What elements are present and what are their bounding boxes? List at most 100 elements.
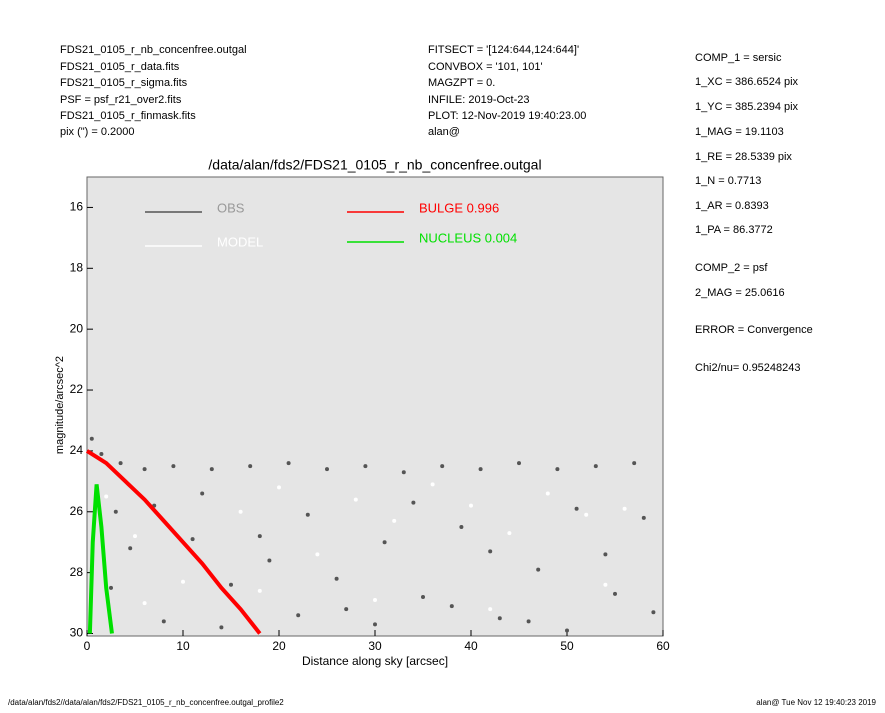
data-point: [161, 619, 166, 624]
data-point: [109, 585, 113, 590]
data-point: [526, 619, 531, 624]
fit-parameter: 2_MAG = 25.0616: [695, 287, 785, 299]
data-point: [603, 582, 608, 587]
data-point: [536, 567, 541, 572]
data-point: [315, 552, 320, 557]
data-point: [430, 482, 435, 487]
fit-parameter: 1_MAG = 19.1103: [695, 126, 784, 138]
data-point: [305, 512, 310, 517]
data-point: [200, 491, 205, 496]
data-point: [113, 509, 118, 514]
x-tick-label: 60: [656, 639, 670, 653]
data-point: [344, 607, 349, 612]
data-point: [257, 534, 262, 539]
x-tick-label: 50: [560, 639, 574, 653]
data-point: [555, 467, 560, 472]
data-point: [401, 470, 406, 475]
data-point: [209, 467, 214, 472]
data-point: [181, 579, 185, 584]
y-tick-label: 26: [70, 504, 84, 518]
x-tick-label: 20: [272, 639, 286, 653]
x-tick-label: 0: [84, 639, 91, 653]
data-point: [603, 552, 608, 557]
header-middle-line: alan@: [428, 126, 460, 138]
data-point: [478, 467, 483, 472]
data-point: [277, 485, 281, 490]
x-tick-label: 10: [176, 639, 190, 653]
header-left-line: PSF = psf_r21_over2.fits: [60, 94, 182, 106]
header-middle-line: FITSECT = '[124:644,124:644]': [428, 44, 579, 56]
data-point: [373, 598, 377, 603]
data-point: [517, 461, 521, 466]
fit-parameter: 1_YC = 385.2394 pix: [695, 101, 799, 113]
fit-parameter: 1_PA = 86.3772: [695, 224, 773, 236]
data-point: [296, 613, 301, 618]
data-point: [488, 607, 493, 612]
fit-parameter: 1_RE = 28.5339 pix: [695, 151, 792, 163]
data-point: [267, 558, 272, 563]
data-point: [89, 436, 94, 441]
legend-label: BULGE 0.996: [419, 200, 499, 215]
data-point: [133, 534, 137, 539]
data-point: [334, 576, 339, 581]
data-point: [373, 622, 377, 627]
data-point: [545, 491, 550, 496]
data-point: [104, 494, 109, 499]
data-point: [142, 601, 147, 606]
header-middle-line: PLOT: 12-Nov-2019 19:40:23.00: [428, 110, 586, 122]
chart-title: /data/alan/fds2/FDS21_0105_r_nb_concenfr…: [208, 157, 541, 173]
fit-parameter: COMP_2 = psf: [695, 262, 768, 274]
header-middle-line: INFILE: 2019-Oct-23: [428, 94, 530, 106]
data-point: [118, 461, 123, 466]
footer-right: alan@ Tue Nov 12 19:40:23 2019: [756, 698, 876, 707]
y-tick-label: 18: [70, 260, 84, 274]
data-point: [449, 604, 454, 609]
y-tick-label: 22: [70, 382, 84, 396]
data-point: [507, 531, 512, 536]
profile-curve: [85, 449, 262, 635]
data-point: [497, 616, 502, 621]
data-point: [593, 464, 598, 469]
y-tick-label: 20: [70, 321, 84, 335]
data-point: [651, 610, 656, 615]
data-point: [353, 497, 358, 502]
fit-parameter: 1_XC = 386.6524 pix: [695, 76, 799, 88]
data-point: [641, 515, 646, 520]
legend-label: NUCLEUS 0.004: [419, 230, 517, 245]
data-point: [574, 506, 579, 511]
data-point: [363, 464, 368, 469]
data-point: [421, 594, 425, 599]
header-left-line: pix (") = 0.2000: [60, 126, 135, 138]
data-point: [469, 503, 473, 508]
profile-curve: [87, 484, 114, 634]
y-tick-label: 16: [70, 200, 84, 214]
fit-parameter: Chi2/nu= 0.95248243: [695, 362, 801, 374]
data-point: [565, 628, 569, 633]
y-tick-label: 30: [70, 626, 84, 640]
header-middle-line: CONVBOX = '101, 101': [428, 61, 543, 73]
data-point: [382, 540, 387, 545]
fit-parameter: ERROR = Convergence: [695, 324, 813, 336]
data-point: [248, 464, 253, 469]
x-axis-label: Distance along sky [arcsec]: [302, 654, 448, 668]
fit-parameter: COMP_1 = sersic: [695, 52, 782, 64]
header-left-line: FDS21_0105_r_nb_concenfree.outgal: [60, 44, 247, 56]
data-point: [190, 537, 195, 542]
fit-parameter: 1_N = 0.7713: [695, 175, 761, 187]
footer-left: /data/alan/fds2//data/alan/fds2/FDS21_01…: [8, 698, 284, 707]
data-point: [411, 500, 416, 505]
fit-parameter: 1_AR = 0.8393: [695, 200, 769, 212]
y-tick-label: 28: [70, 565, 84, 579]
y-axis-label: magnitude/arcsec^2: [54, 356, 66, 454]
data-point: [325, 467, 329, 472]
data-point: [632, 461, 637, 466]
data-point: [229, 582, 233, 587]
header-left-line: FDS21_0105_r_data.fits: [60, 61, 180, 73]
data-point: [584, 512, 589, 517]
x-tick-label: 40: [464, 639, 478, 653]
y-tick-label: 24: [70, 443, 84, 457]
data-point: [128, 546, 133, 551]
data-point: [171, 464, 176, 469]
data-point: [613, 591, 617, 596]
